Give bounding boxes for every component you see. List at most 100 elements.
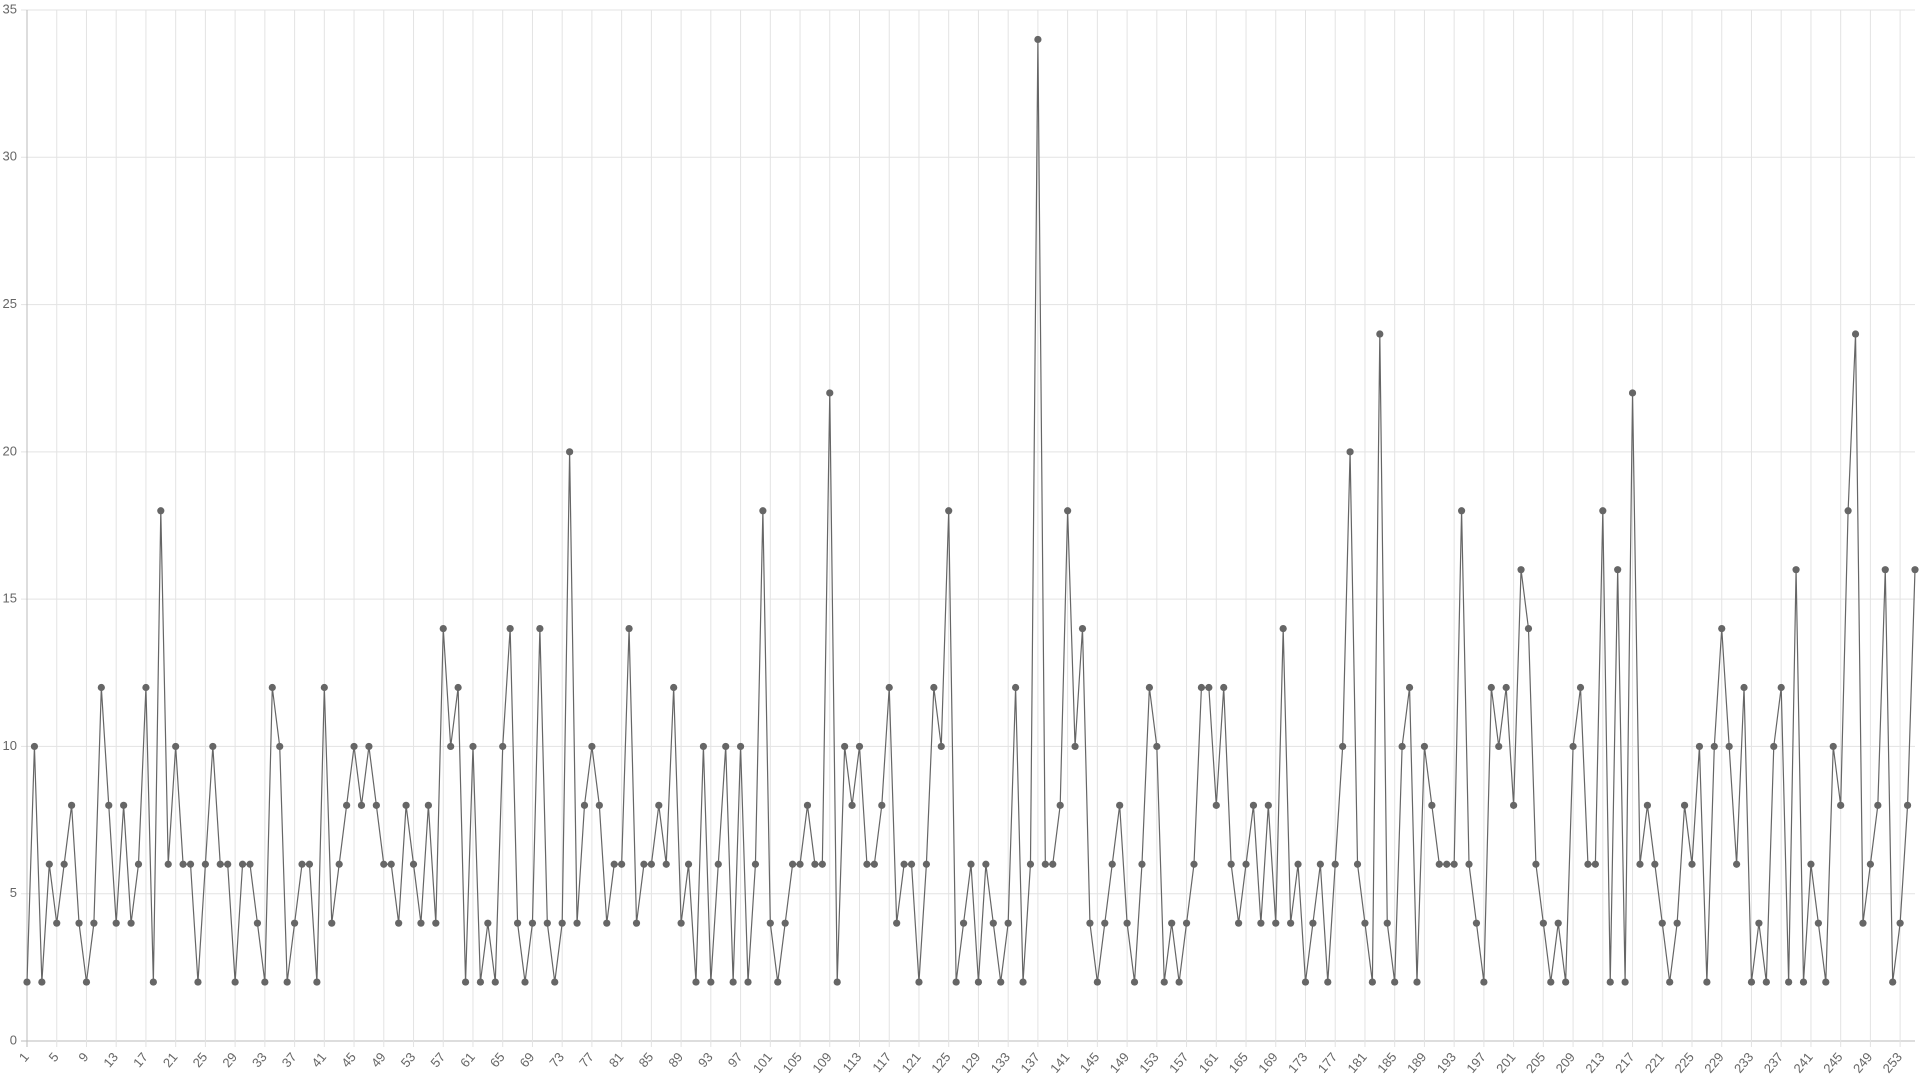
point (677, 919, 685, 927)
point (1562, 978, 1570, 986)
point (1004, 919, 1012, 927)
point (803, 801, 812, 809)
point (1502, 683, 1510, 692)
point (692, 978, 700, 986)
point (1599, 507, 1607, 515)
point (1301, 978, 1310, 986)
x-tick-label: 133 (988, 1049, 1013, 1075)
x-tick-label: 121 (898, 1049, 923, 1075)
point (1889, 978, 1897, 986)
point (1688, 860, 1696, 868)
point (1532, 860, 1540, 868)
point (1785, 978, 1793, 986)
point (1859, 919, 1867, 927)
point (1026, 860, 1035, 868)
x-tick-label: 117 (869, 1049, 894, 1075)
y-tick-label: 10 (3, 738, 17, 753)
x-tick-label: 149 (1107, 1049, 1132, 1075)
point (1651, 860, 1659, 868)
point (290, 919, 299, 927)
point (1896, 919, 1904, 927)
point (1041, 860, 1049, 868)
point (1064, 507, 1072, 515)
point (1762, 978, 1770, 986)
point (380, 860, 388, 868)
point (157, 507, 165, 515)
x-tick-label: 173 (1285, 1049, 1310, 1075)
point (670, 683, 678, 692)
point (112, 919, 120, 927)
x-tick-label: 81 (606, 1049, 627, 1070)
x-tick-label: 161 (1196, 1049, 1221, 1075)
x-tick-label: 53 (398, 1049, 419, 1070)
point (298, 860, 306, 868)
point (833, 978, 841, 986)
point (1116, 801, 1124, 809)
point (1078, 625, 1087, 633)
point (1153, 742, 1161, 751)
x-tick-label: 97 (725, 1049, 746, 1070)
point (759, 507, 767, 515)
point (1405, 683, 1414, 692)
point (186, 860, 195, 868)
x-tick-label: 5 (46, 1049, 62, 1064)
point (395, 919, 403, 927)
point (1168, 919, 1176, 927)
point (588, 742, 596, 751)
point (907, 860, 916, 868)
point (357, 801, 366, 809)
x-tick-label: 105 (780, 1049, 805, 1075)
point (1049, 860, 1057, 868)
point (967, 860, 975, 868)
point (1279, 625, 1287, 633)
point (1457, 507, 1466, 515)
point (1108, 860, 1116, 868)
point (1101, 919, 1109, 927)
point (1294, 860, 1302, 868)
point (959, 919, 968, 927)
point (246, 860, 254, 868)
point (662, 860, 670, 868)
point (707, 978, 715, 986)
point (751, 860, 760, 868)
point (1034, 35, 1042, 44)
point (1309, 919, 1317, 927)
point (261, 978, 269, 986)
point (1316, 860, 1324, 868)
point (714, 860, 722, 868)
point (1197, 683, 1206, 692)
point (194, 978, 202, 986)
point (424, 801, 432, 809)
point (1770, 742, 1778, 751)
x-tick-label: 17 (130, 1049, 151, 1070)
x-tick-label: 89 (665, 1049, 686, 1070)
point (387, 860, 395, 868)
x-tick-label: 13 (100, 1049, 121, 1070)
x-tick-label: 45 (338, 1049, 359, 1070)
point (1272, 919, 1280, 927)
point (1376, 330, 1384, 338)
point (454, 683, 462, 692)
point (149, 978, 157, 986)
point (930, 683, 938, 692)
x-tick-label: 137 (1017, 1049, 1042, 1075)
x-tick-label: 193 (1434, 1049, 1459, 1075)
point (551, 978, 559, 986)
y-tick-label: 0 (10, 1032, 17, 1047)
point (1881, 566, 1889, 574)
point (1011, 683, 1020, 692)
x-tick-label: 241 (1790, 1049, 1815, 1075)
point (432, 919, 440, 927)
point (922, 860, 931, 868)
point (1190, 860, 1198, 868)
point (439, 625, 447, 633)
point (1324, 978, 1332, 986)
point (1331, 860, 1339, 868)
point (499, 742, 507, 751)
point (1703, 978, 1711, 986)
point (216, 860, 224, 868)
point (1346, 448, 1354, 456)
point (1019, 978, 1027, 986)
point (1383, 919, 1391, 927)
